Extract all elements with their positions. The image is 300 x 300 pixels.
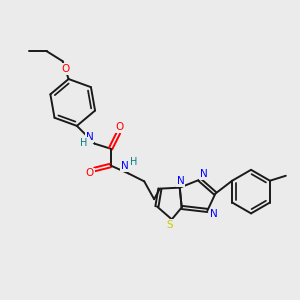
Text: O: O — [85, 168, 94, 178]
Text: N: N — [200, 169, 207, 179]
Text: N: N — [209, 209, 217, 219]
Text: O: O — [115, 122, 124, 132]
Text: N: N — [177, 176, 184, 186]
Text: O: O — [61, 64, 70, 74]
Text: N: N — [86, 132, 94, 142]
Text: N: N — [121, 161, 128, 172]
Text: S: S — [167, 220, 173, 230]
Text: H: H — [130, 157, 137, 166]
Text: H: H — [80, 138, 88, 148]
